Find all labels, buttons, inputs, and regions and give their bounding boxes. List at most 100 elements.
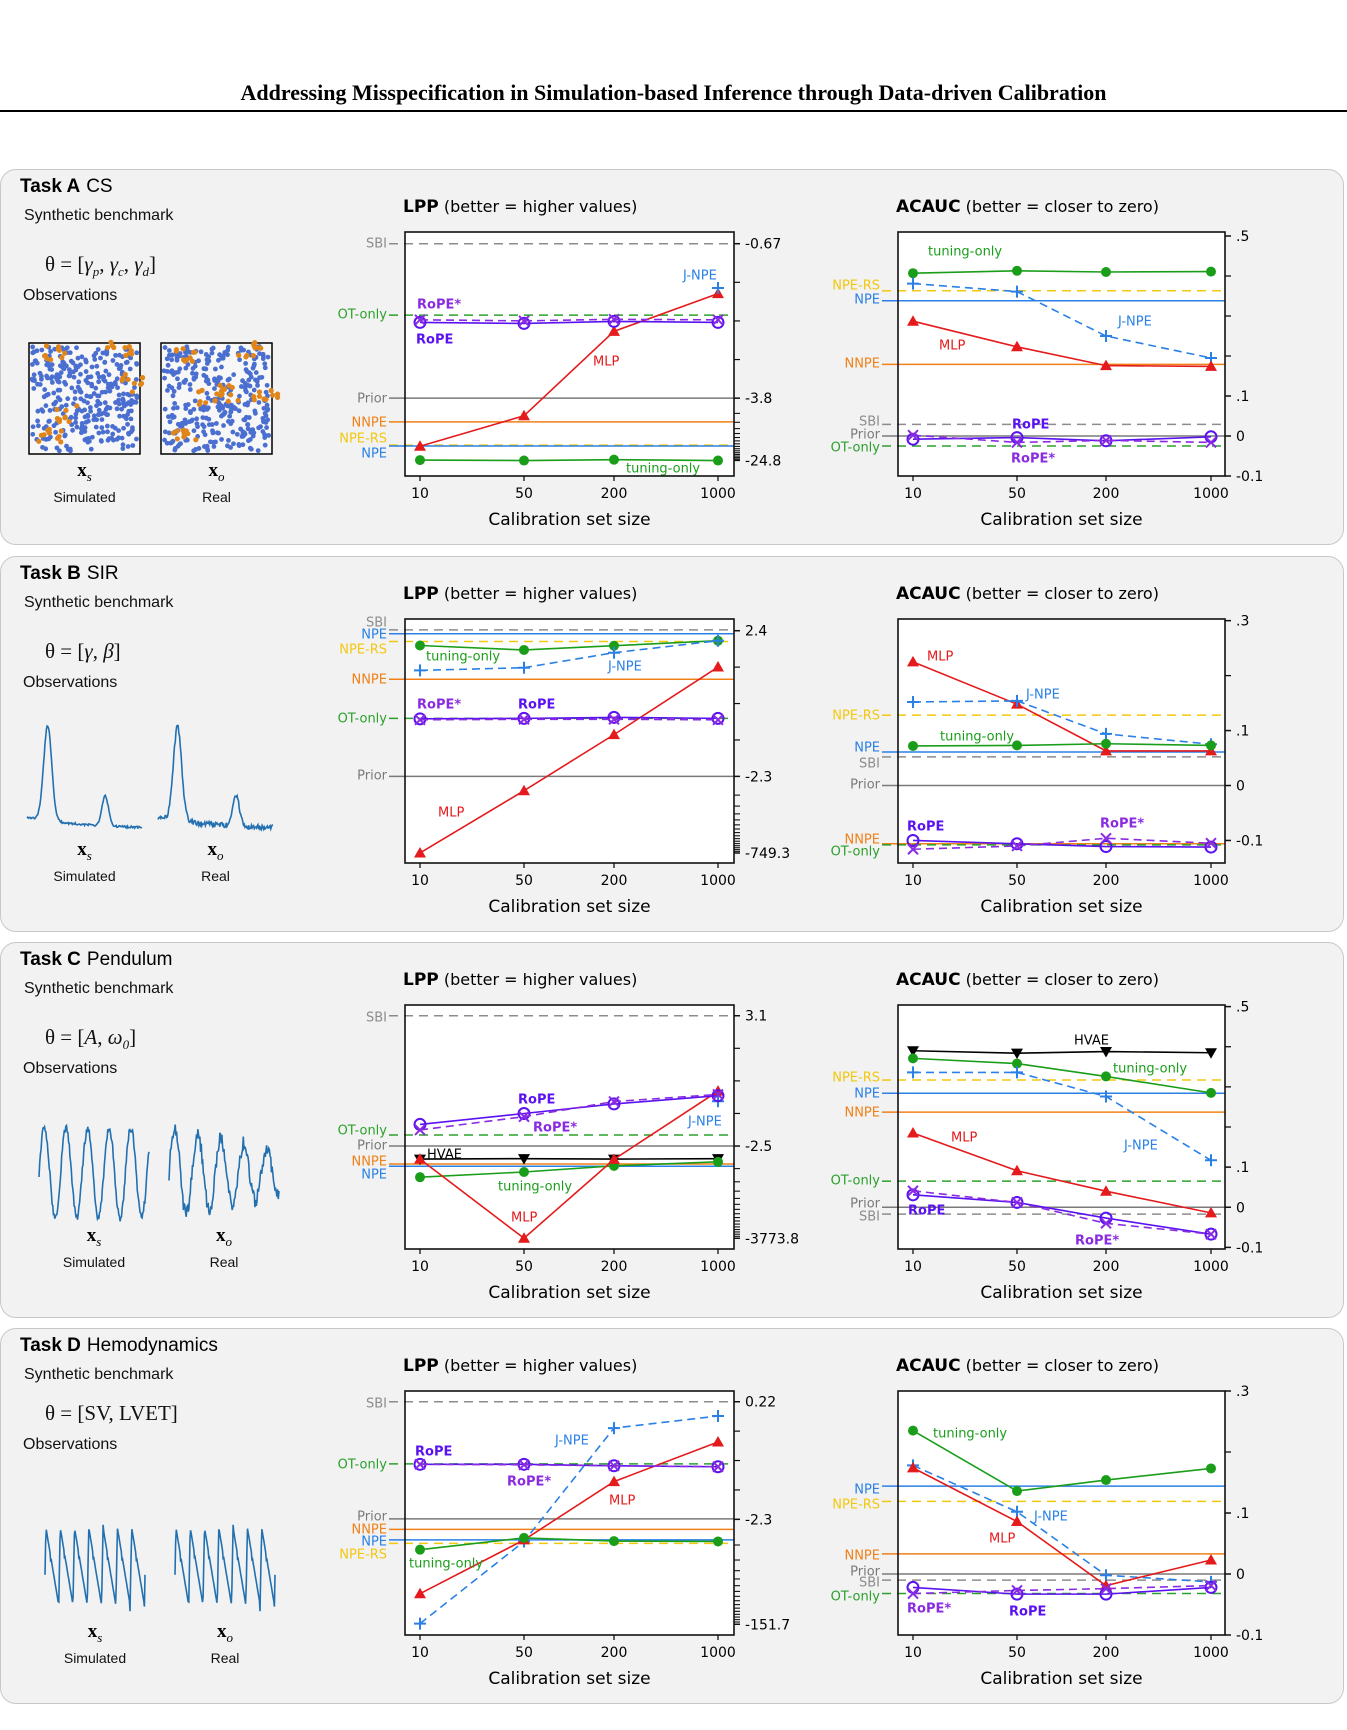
chart-title-note: (better = closer to zero) <box>966 1356 1159 1375</box>
cell-dot <box>211 444 217 449</box>
task-name: CS <box>86 176 113 197</box>
plot-frame <box>404 1004 735 1250</box>
x-tick-label: 50 <box>1008 486 1026 502</box>
acauc-chart: ACAUC (better = closer to zero) NPE-RSNPE… <box>831 197 1264 530</box>
cell-dot <box>96 430 102 436</box>
symbol-base: x <box>77 839 87 860</box>
reference-label-npe-rs: NPE-RS <box>832 279 880 294</box>
cell-dot <box>172 447 178 453</box>
cell-dot <box>177 381 182 387</box>
plot-frame <box>897 618 1226 864</box>
y-tick-label: -0.1 <box>1236 469 1263 485</box>
cell-dot <box>203 352 209 357</box>
cell-dot <box>187 382 193 387</box>
cell-dot-orange <box>38 432 44 438</box>
cell-dot <box>121 413 127 419</box>
data-point-mlp <box>608 1153 620 1164</box>
cell-dot <box>205 446 210 452</box>
cell-dot <box>162 437 167 443</box>
y-tick-label: -3773.8 <box>745 1231 799 1247</box>
data-point-rope <box>517 316 531 330</box>
cell-dot <box>82 429 88 434</box>
time-series-line <box>44 1524 146 1612</box>
cell-dot <box>93 385 99 391</box>
data-point-rope <box>607 710 621 724</box>
series-label-mlp: MLP <box>927 650 953 665</box>
series-line-mlp <box>419 1441 719 1595</box>
x-tick-label: 10 <box>904 1259 922 1275</box>
cell-dot <box>214 421 219 426</box>
data-point-mlp <box>518 1232 530 1243</box>
task-name: Hemodynamics <box>86 1335 218 1356</box>
task-heading: Task D Hemodynamics <box>20 1335 218 1357</box>
y-tick-label: -2.5 <box>745 1139 772 1155</box>
reference-label-sbi: SBI <box>859 1210 880 1225</box>
symbol-subscript: o <box>218 468 225 484</box>
plot-area <box>898 1005 1225 1249</box>
cell-dot <box>73 420 79 425</box>
x-axis-label: Calibration set size <box>980 1283 1142 1303</box>
cell-dot <box>68 448 73 454</box>
cell-dot <box>82 414 88 420</box>
cell-dot <box>205 405 211 411</box>
series-label-rope: RoPE <box>908 1204 945 1219</box>
cell-dot <box>190 366 196 371</box>
cell-dot <box>183 402 189 408</box>
sim-caption: Simulated <box>63 1650 127 1666</box>
reference-label-sbi: SBI <box>366 1397 387 1412</box>
cell-dot-orange <box>225 398 231 404</box>
data-point-rope-star <box>1205 1579 1217 1592</box>
parameter-formula: θ = [γp, γc, γd] <box>45 252 157 280</box>
cell-dot <box>58 370 64 376</box>
x-axis-label: Calibration set size <box>488 1283 650 1303</box>
task-heading: Task A CS <box>20 176 113 198</box>
series-line-j-npe <box>912 282 1212 359</box>
cell-dot <box>74 345 79 351</box>
cell-dot-orange <box>56 418 63 425</box>
symbol-subscript: s <box>86 847 92 863</box>
data-point-mlp <box>1100 359 1112 371</box>
data-point-j-npe <box>1011 1066 1023 1079</box>
real-symbol: xo <box>170 1621 280 1646</box>
cell-dot <box>98 438 104 443</box>
cell-dot <box>242 380 248 386</box>
cell-dot <box>86 418 91 424</box>
cell-dot <box>236 442 242 447</box>
cell-dot <box>165 362 171 368</box>
cell-dot <box>218 403 224 408</box>
cell-dot <box>103 368 109 374</box>
cell-dot <box>178 441 183 447</box>
cell-dot <box>201 429 206 435</box>
cell-dot-orange <box>203 400 209 406</box>
cell-dot <box>48 349 53 354</box>
cell-dot <box>99 425 105 431</box>
plot-frame <box>404 1390 735 1636</box>
chart-title: ACAUC (better = closer to zero) <box>896 197 1159 217</box>
data-point-j-npe <box>907 277 919 290</box>
time-series-line <box>168 1124 280 1217</box>
y-tick-label: .1 <box>1236 389 1249 405</box>
y-tick-label: .1 <box>1236 1506 1249 1522</box>
chart-title: LPP (better = higher values) <box>403 197 637 217</box>
formula-symbol: γ <box>109 252 118 276</box>
series-label-rope: RoPE <box>518 698 555 713</box>
chart-title-note: (better = higher values) <box>444 1356 637 1375</box>
cell-dot <box>253 377 258 383</box>
series-line-rope-star <box>419 1093 719 1131</box>
cell-dot <box>101 377 106 382</box>
chart-title-note: (better = closer to zero) <box>966 197 1159 216</box>
real-symbol: xo <box>162 460 272 485</box>
cell-dot <box>171 388 177 394</box>
reference-label-sbi: SBI <box>859 415 880 430</box>
x-tick-label: 50 <box>515 1645 533 1661</box>
x-tick-label: 200 <box>601 873 628 889</box>
data-point-tuning-only <box>908 740 918 751</box>
x-tick-label: 1000 <box>1193 1645 1229 1661</box>
cell-dot <box>243 389 249 395</box>
cell-dot <box>164 356 170 362</box>
data-point-rope <box>1010 1195 1024 1209</box>
data-point-rope-star <box>608 1460 620 1472</box>
data-point-rope-star <box>712 1088 724 1101</box>
x-tick-label: 1000 <box>700 873 736 889</box>
x-tick-label: 10 <box>904 1645 922 1661</box>
